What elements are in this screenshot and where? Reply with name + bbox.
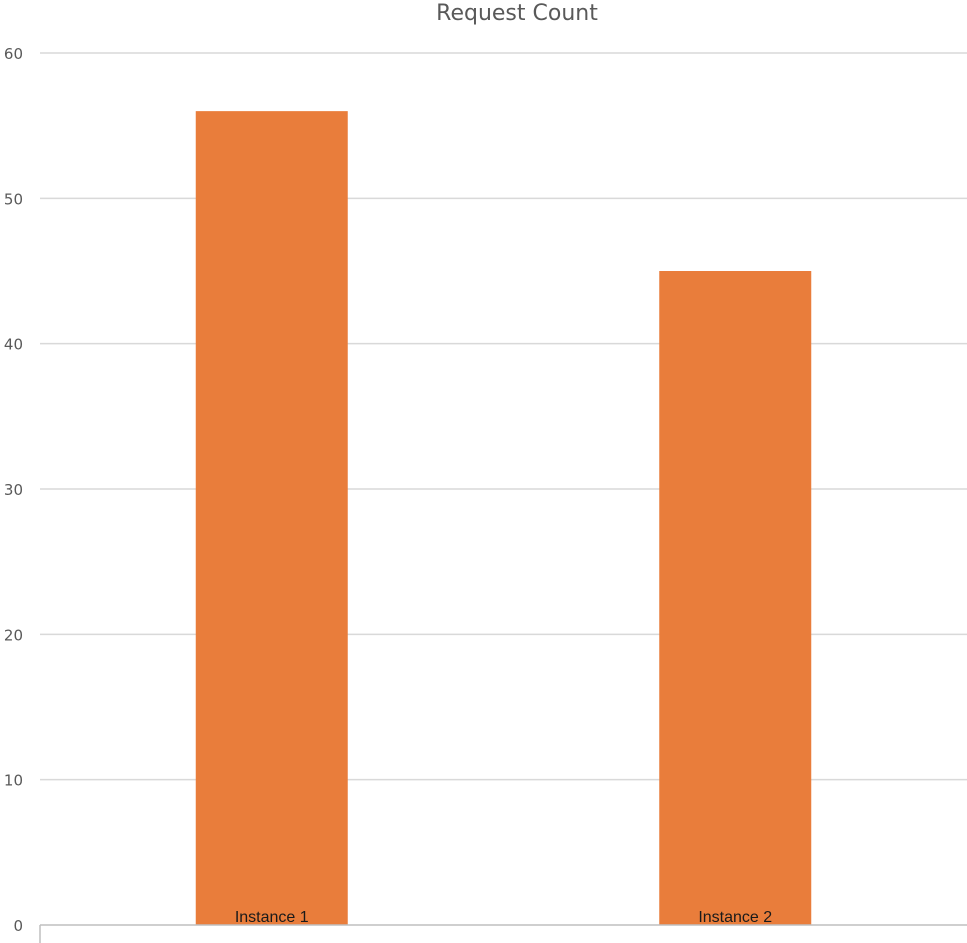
- category-label: Instance 2: [698, 909, 772, 926]
- chart-title: Request Count: [436, 1, 598, 26]
- y-axis-ticks: 0 10 20 30 40 50 60: [4, 45, 23, 935]
- y-tick-label: 10: [4, 772, 23, 790]
- bar-instance-2: [659, 271, 812, 925]
- category-label: Instance 1: [235, 909, 309, 926]
- y-tick-label: 30: [4, 481, 23, 499]
- y-tick-label: 0: [13, 917, 23, 935]
- y-tick-label: 50: [4, 190, 23, 208]
- bar-instance-1: [195, 111, 348, 926]
- x-axis: [39, 924, 967, 943]
- y-tick-label: 40: [4, 336, 23, 354]
- y-tick-label: 20: [4, 626, 23, 644]
- gridlines: [40, 52, 967, 781]
- category-labels: Instance 1 Instance 2: [235, 909, 772, 926]
- y-tick-label: 60: [4, 45, 23, 63]
- bars: [195, 111, 812, 926]
